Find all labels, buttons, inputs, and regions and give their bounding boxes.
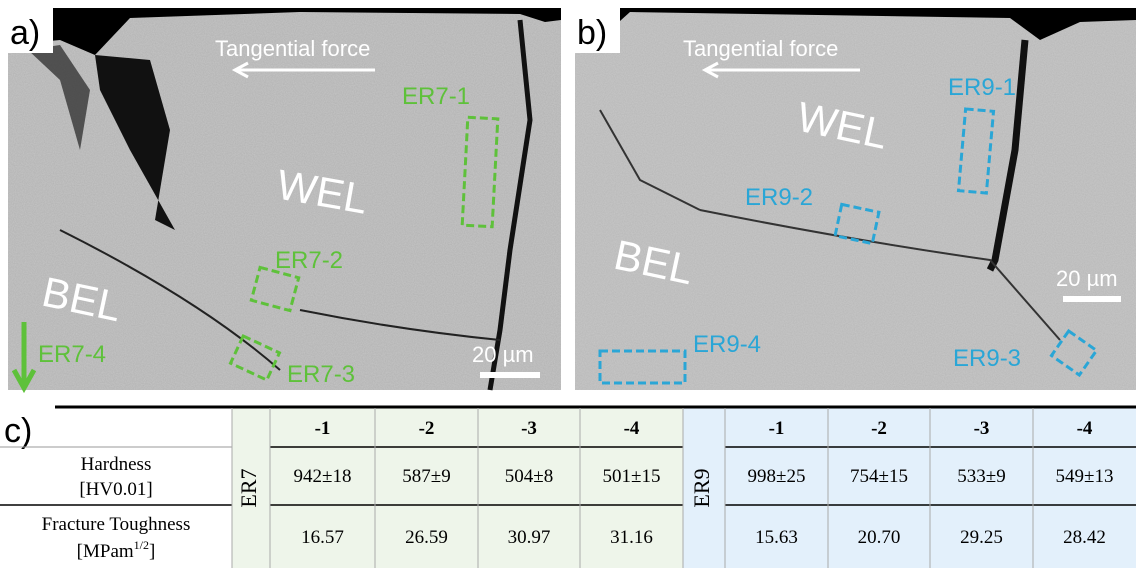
group-label: ER9: [689, 468, 714, 507]
cell-value: 20.70: [858, 527, 901, 548]
column-header: -2: [419, 418, 435, 439]
scale-bar-label: 20 µm: [1056, 266, 1118, 291]
box-label: ER9-4: [693, 331, 761, 358]
unit-part: ]: [149, 541, 155, 562]
group-label: ER7: [236, 468, 261, 507]
column-header: -3: [521, 418, 537, 439]
column-header: -4: [624, 418, 640, 439]
cell-value: 16.57: [301, 527, 344, 548]
cell-value: 501±15: [603, 466, 661, 487]
table: c) ER7 ER9 Hardness [HV0.01] Fracture To…: [0, 407, 1136, 568]
row-label: Hardness: [81, 454, 152, 475]
cell-value: 31.16: [610, 527, 653, 548]
cell-value: 30.97: [508, 527, 551, 548]
panel-label: b): [577, 14, 607, 52]
box-label: ER7-1: [402, 83, 470, 110]
cell-value: 754±15: [850, 466, 908, 487]
panel-label: a): [10, 14, 40, 52]
cell-value: 549±13: [1056, 466, 1114, 487]
scale-bar-label: 20 µm: [472, 342, 534, 367]
panel-label: c): [4, 412, 32, 450]
arrow-text: Tangential force: [215, 36, 370, 61]
cell-value: 942±18: [294, 466, 352, 487]
micrograph-b: [575, 8, 1136, 390]
box-label: ER7-4: [38, 341, 106, 368]
box-label: ER9-2: [745, 184, 813, 211]
cell-value: 26.59: [405, 527, 448, 548]
unit-superscript: 1/2: [134, 538, 149, 552]
cell-value: 998±25: [748, 466, 806, 487]
cell-value: 533±9: [957, 466, 1005, 487]
column-header: -1: [769, 418, 785, 439]
unit-part: [MPam: [77, 541, 134, 562]
box-label: ER7-2: [275, 247, 343, 274]
column-header: -3: [974, 418, 990, 439]
page: a) Tangential force WEL BEL ER7-1 ER7-2 …: [0, 0, 1136, 568]
box-label: ER7-3: [287, 361, 355, 388]
cell-value: 504±8: [505, 466, 553, 487]
cell-value: 28.42: [1063, 527, 1106, 548]
unit-part: [HV0.01]: [79, 479, 152, 500]
cell-value: 15.63: [755, 527, 798, 548]
box-label: ER9-3: [953, 345, 1021, 372]
arrow-text: Tangential force: [683, 36, 838, 61]
row-label: Fracture Toughness: [42, 514, 191, 535]
column-header: -4: [1077, 418, 1093, 439]
column-header: -2: [871, 418, 887, 439]
cell-value: 29.25: [960, 527, 1003, 548]
box-label: ER9-1: [948, 74, 1016, 101]
cell-value: 587±9: [402, 466, 450, 487]
figure: a) Tangential force WEL BEL ER7-1 ER7-2 …: [0, 0, 1136, 568]
row-unit: [MPam1/2]: [77, 538, 156, 562]
row-unit: [HV0.01]: [79, 479, 152, 500]
column-header: -1: [315, 418, 331, 439]
